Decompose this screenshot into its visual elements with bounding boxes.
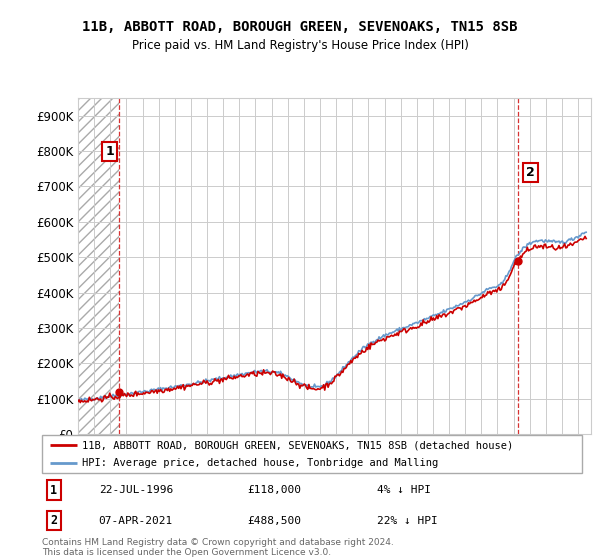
Text: 1: 1: [105, 145, 114, 158]
Text: £488,500: £488,500: [247, 516, 301, 526]
FancyBboxPatch shape: [42, 435, 582, 473]
Text: 22% ↓ HPI: 22% ↓ HPI: [377, 516, 437, 526]
Text: 2: 2: [526, 166, 535, 179]
Text: 4% ↓ HPI: 4% ↓ HPI: [377, 485, 431, 495]
Text: 22-JUL-1996: 22-JUL-1996: [98, 485, 173, 495]
Text: 07-APR-2021: 07-APR-2021: [98, 516, 173, 526]
Text: Price paid vs. HM Land Registry's House Price Index (HPI): Price paid vs. HM Land Registry's House …: [131, 39, 469, 52]
Text: 11B, ABBOTT ROAD, BOROUGH GREEN, SEVENOAKS, TN15 8SB: 11B, ABBOTT ROAD, BOROUGH GREEN, SEVENOA…: [82, 20, 518, 34]
Text: Contains HM Land Registry data © Crown copyright and database right 2024.
This d: Contains HM Land Registry data © Crown c…: [42, 538, 394, 557]
Text: 11B, ABBOTT ROAD, BOROUGH GREEN, SEVENOAKS, TN15 8SB (detached house): 11B, ABBOTT ROAD, BOROUGH GREEN, SEVENOA…: [83, 440, 514, 450]
Text: £118,000: £118,000: [247, 485, 301, 495]
Bar: [78, 98, 119, 434]
Text: 1: 1: [50, 484, 58, 497]
Text: HPI: Average price, detached house, Tonbridge and Malling: HPI: Average price, detached house, Tonb…: [83, 458, 439, 468]
Text: 2: 2: [50, 514, 58, 527]
